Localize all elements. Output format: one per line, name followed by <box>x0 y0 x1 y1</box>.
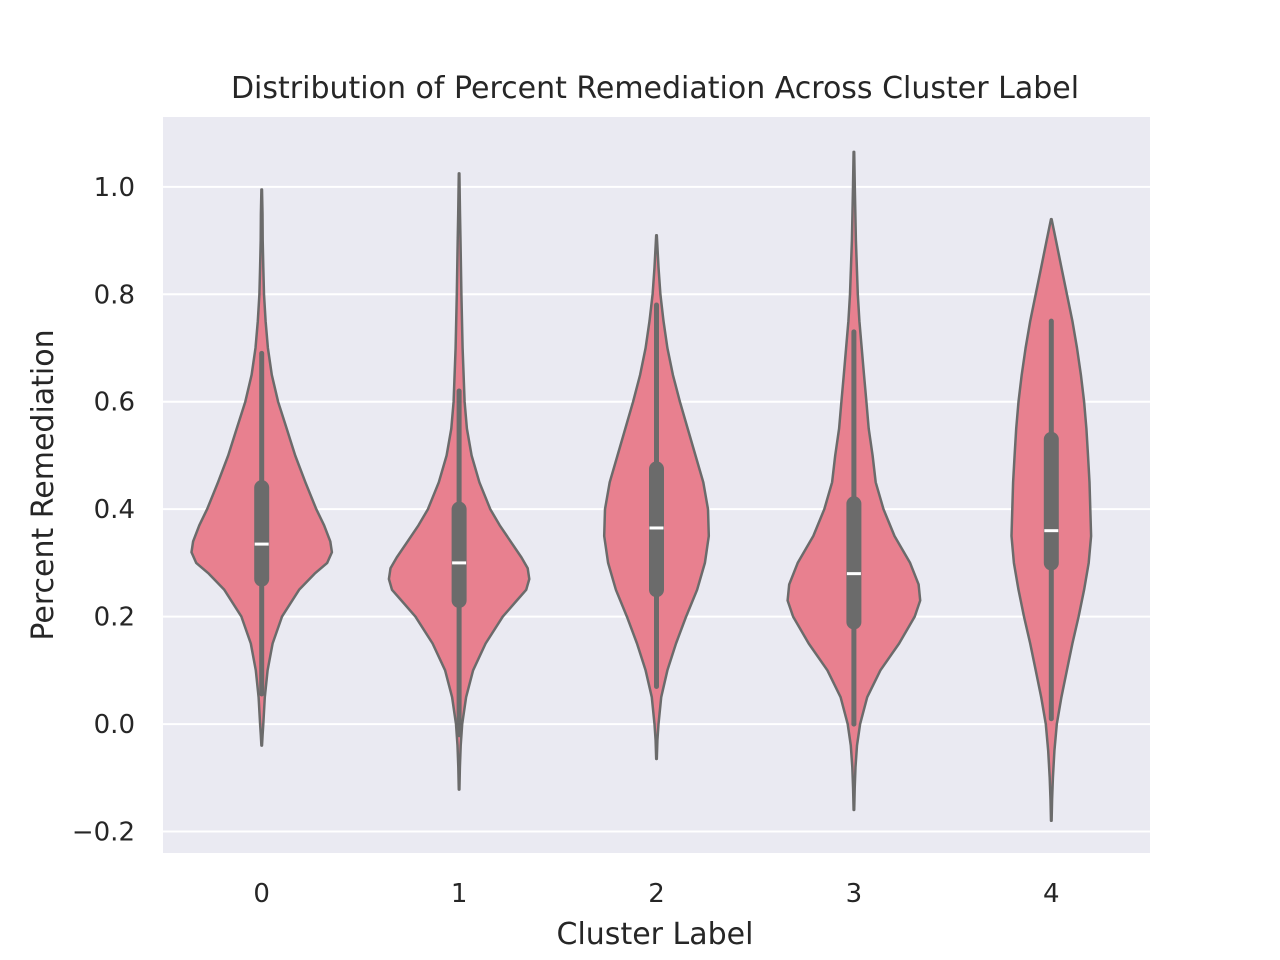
x-tick-label: 4 <box>1043 879 1060 909</box>
x-tick-label: 3 <box>846 879 863 909</box>
violin-4 <box>1010 217 1093 823</box>
y-tick-label: 0.0 <box>94 710 135 740</box>
violin-0 <box>190 188 334 747</box>
y-axis-ticks: −0.2 0.0 0.2 0.4 0.6 0.8 1.0 <box>72 173 135 848</box>
y-tick-label: −0.2 <box>72 818 135 848</box>
violin-2 <box>602 233 711 761</box>
violin-1 <box>387 172 531 791</box>
y-tick-label: 0.2 <box>94 603 135 633</box>
y-tick-label: 1.0 <box>94 173 135 203</box>
chart-title: Distribution of Percent Remediation Acro… <box>231 71 1079 106</box>
y-tick-label: 0.6 <box>94 388 135 418</box>
y-axis-label: Percent Remediation <box>26 329 61 640</box>
x-tick-label: 1 <box>451 879 468 909</box>
violins <box>190 150 1093 823</box>
violin-3 <box>786 150 922 812</box>
y-tick-label: 0.8 <box>94 280 135 310</box>
x-axis-label: Cluster Label <box>557 917 754 952</box>
x-axis-ticks: 0 1 2 3 4 <box>253 879 1059 909</box>
x-tick-label: 0 <box>253 879 270 909</box>
x-tick-label: 2 <box>648 879 665 909</box>
y-tick-label: 0.4 <box>94 495 135 525</box>
